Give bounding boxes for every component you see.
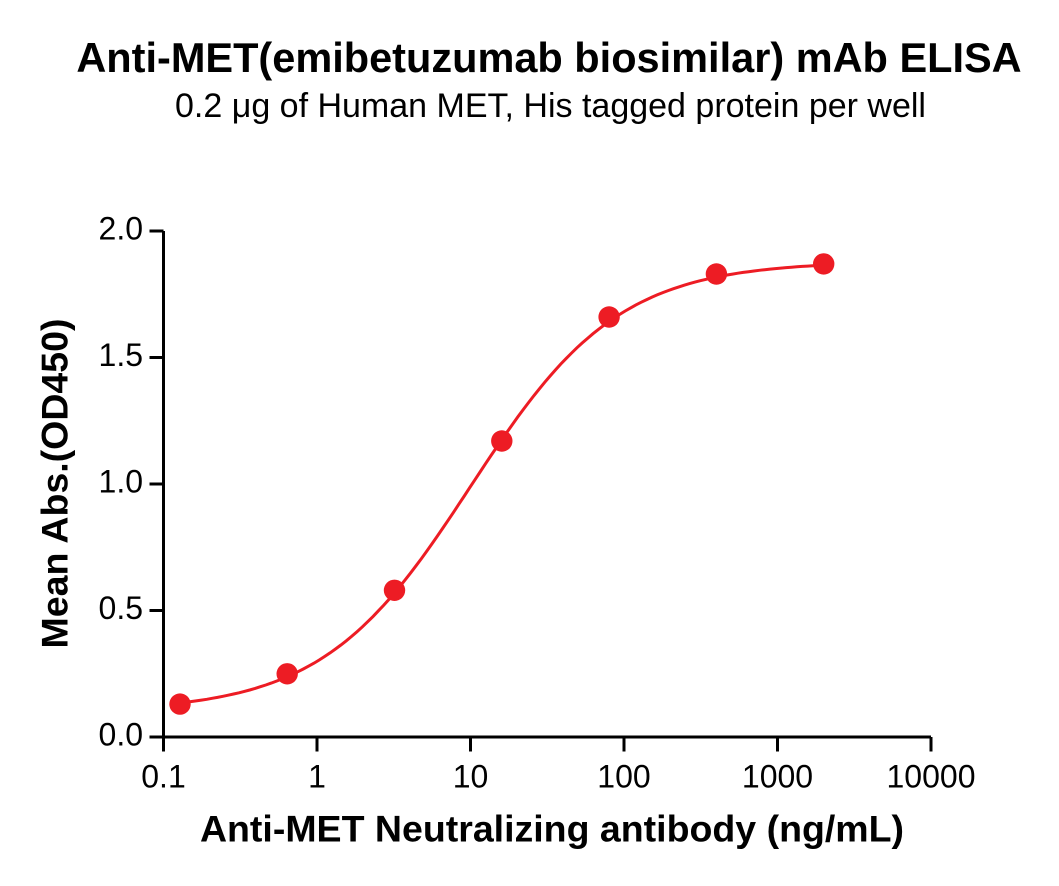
svg-text:0.1: 0.1	[141, 759, 185, 795]
svg-text:1000: 1000	[742, 759, 813, 795]
svg-text:Anti-MET Neutralizing antibody: Anti-MET Neutralizing antibody (ng/mL)	[200, 808, 904, 850]
svg-text:2.0: 2.0	[99, 211, 143, 247]
svg-text:Anti-MET(emibetuzumab biosimil: Anti-MET(emibetuzumab biosimilar) mAb EL…	[76, 34, 1021, 81]
svg-text:0.2 μg of Human MET, His tagge: 0.2 μg of Human MET, His tagged protein …	[175, 87, 926, 125]
svg-text:0.0: 0.0	[99, 717, 143, 753]
svg-text:1.0: 1.0	[99, 464, 143, 500]
svg-text:1.5: 1.5	[99, 337, 143, 373]
svg-text:1: 1	[308, 759, 326, 795]
svg-text:10: 10	[453, 759, 489, 795]
svg-text:Mean Abs.(OD450): Mean Abs.(OD450)	[34, 319, 76, 649]
svg-text:10000: 10000	[887, 759, 976, 795]
svg-text:100: 100	[597, 759, 650, 795]
svg-text:0.5: 0.5	[99, 590, 143, 626]
